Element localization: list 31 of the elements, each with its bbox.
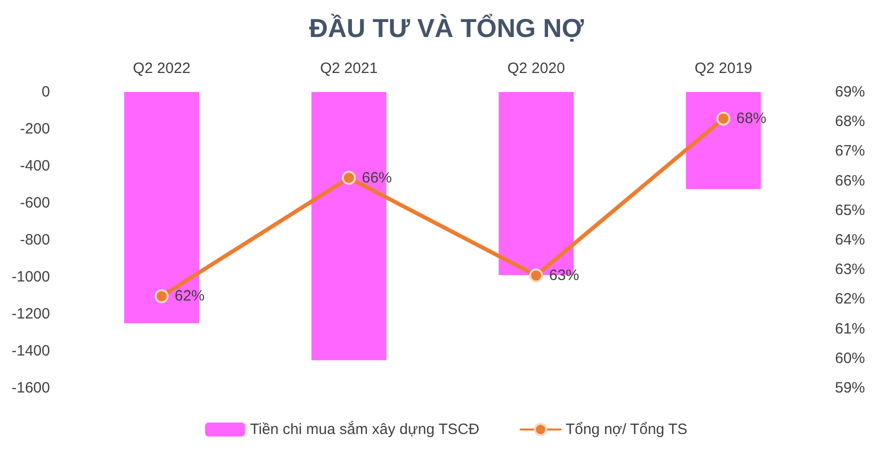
y-tick-label: -1000 [12,268,50,286]
chart-title: ĐẦU TƯ VÀ TỔNG NỢ [309,13,585,43]
y2-tick-label: 65% [835,202,866,219]
y-tick-label: -200 [20,120,50,138]
y-tick-label: 0 [42,84,50,100]
y-tick-label: -400 [20,158,50,174]
legend-label: Tổng nợ/ Tổng TS [566,421,688,438]
point [529,268,544,283]
legend-label: Tiền chi mua sắm xây dựng TSCĐ [250,420,480,438]
y-tick-label: -600 [20,194,50,212]
y-tick-label: -1600 [12,380,50,396]
y2-tick-label: 63% [835,261,866,278]
y2-tick-label: 68% [835,113,866,130]
y-tick-label: -800 [20,232,50,248]
y2-tick-label: 59% [835,380,866,396]
x-tick-label: Q2 2022 [132,60,190,77]
y-tick-label: -1400 [12,342,50,360]
point [342,170,356,185]
y2-tick-label: 62% [835,290,866,308]
y-tick-label: -1200 [12,306,50,322]
y2-tick-label: 69% [835,84,866,100]
x-tick-label: Q2 2019 [694,60,752,77]
y2-tick-label: 67% [835,142,866,160]
point [154,289,169,304]
y2-tick-label: 60% [835,350,866,367]
point [716,112,730,126]
x-tick-label: Q2 2020 [507,60,565,77]
x-tick-label: Q2 2021 [320,60,378,77]
y2-tick-label: 61% [835,320,866,338]
y2-tick-label: 64% [835,232,866,248]
y2-tick-label: 66% [835,172,866,190]
